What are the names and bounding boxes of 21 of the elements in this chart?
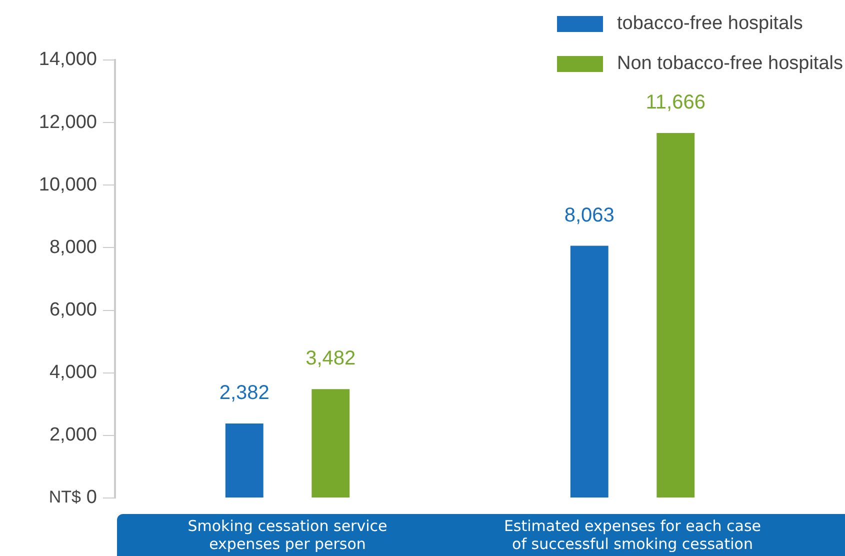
text: 2,382 [219, 382, 270, 404]
y-tick-label: 10,000 [38, 174, 97, 196]
y-tick-label: 0 [86, 487, 97, 508]
y-tick-label: 6,000 [49, 300, 97, 321]
y-tick-label: 2,000 [49, 424, 97, 446]
bar [570, 246, 608, 498]
text: 8,063 [564, 204, 614, 226]
legend-label: Non tobacco-free hospitals [616, 53, 843, 75]
y-tick-label: 12,000 [38, 112, 97, 133]
bar [225, 423, 264, 498]
text: 3,482 [306, 348, 356, 370]
y-tick-label: 4,000 [49, 362, 97, 384]
y-axis-title: NT$ [48, 488, 82, 507]
bar [656, 133, 695, 498]
bar [312, 389, 350, 498]
legend-label: tobacco-free hospitals [616, 13, 803, 35]
y-tick-label: 8,000 [49, 236, 97, 258]
x-tick-label: Estimated expenses for each case of successful smoking cessation [504, 516, 762, 553]
y-tick-label: 14,000 [38, 49, 97, 70]
x-tick-label: Smoking cessation service expenses per person [188, 516, 388, 553]
text: 11,666 [646, 92, 706, 114]
